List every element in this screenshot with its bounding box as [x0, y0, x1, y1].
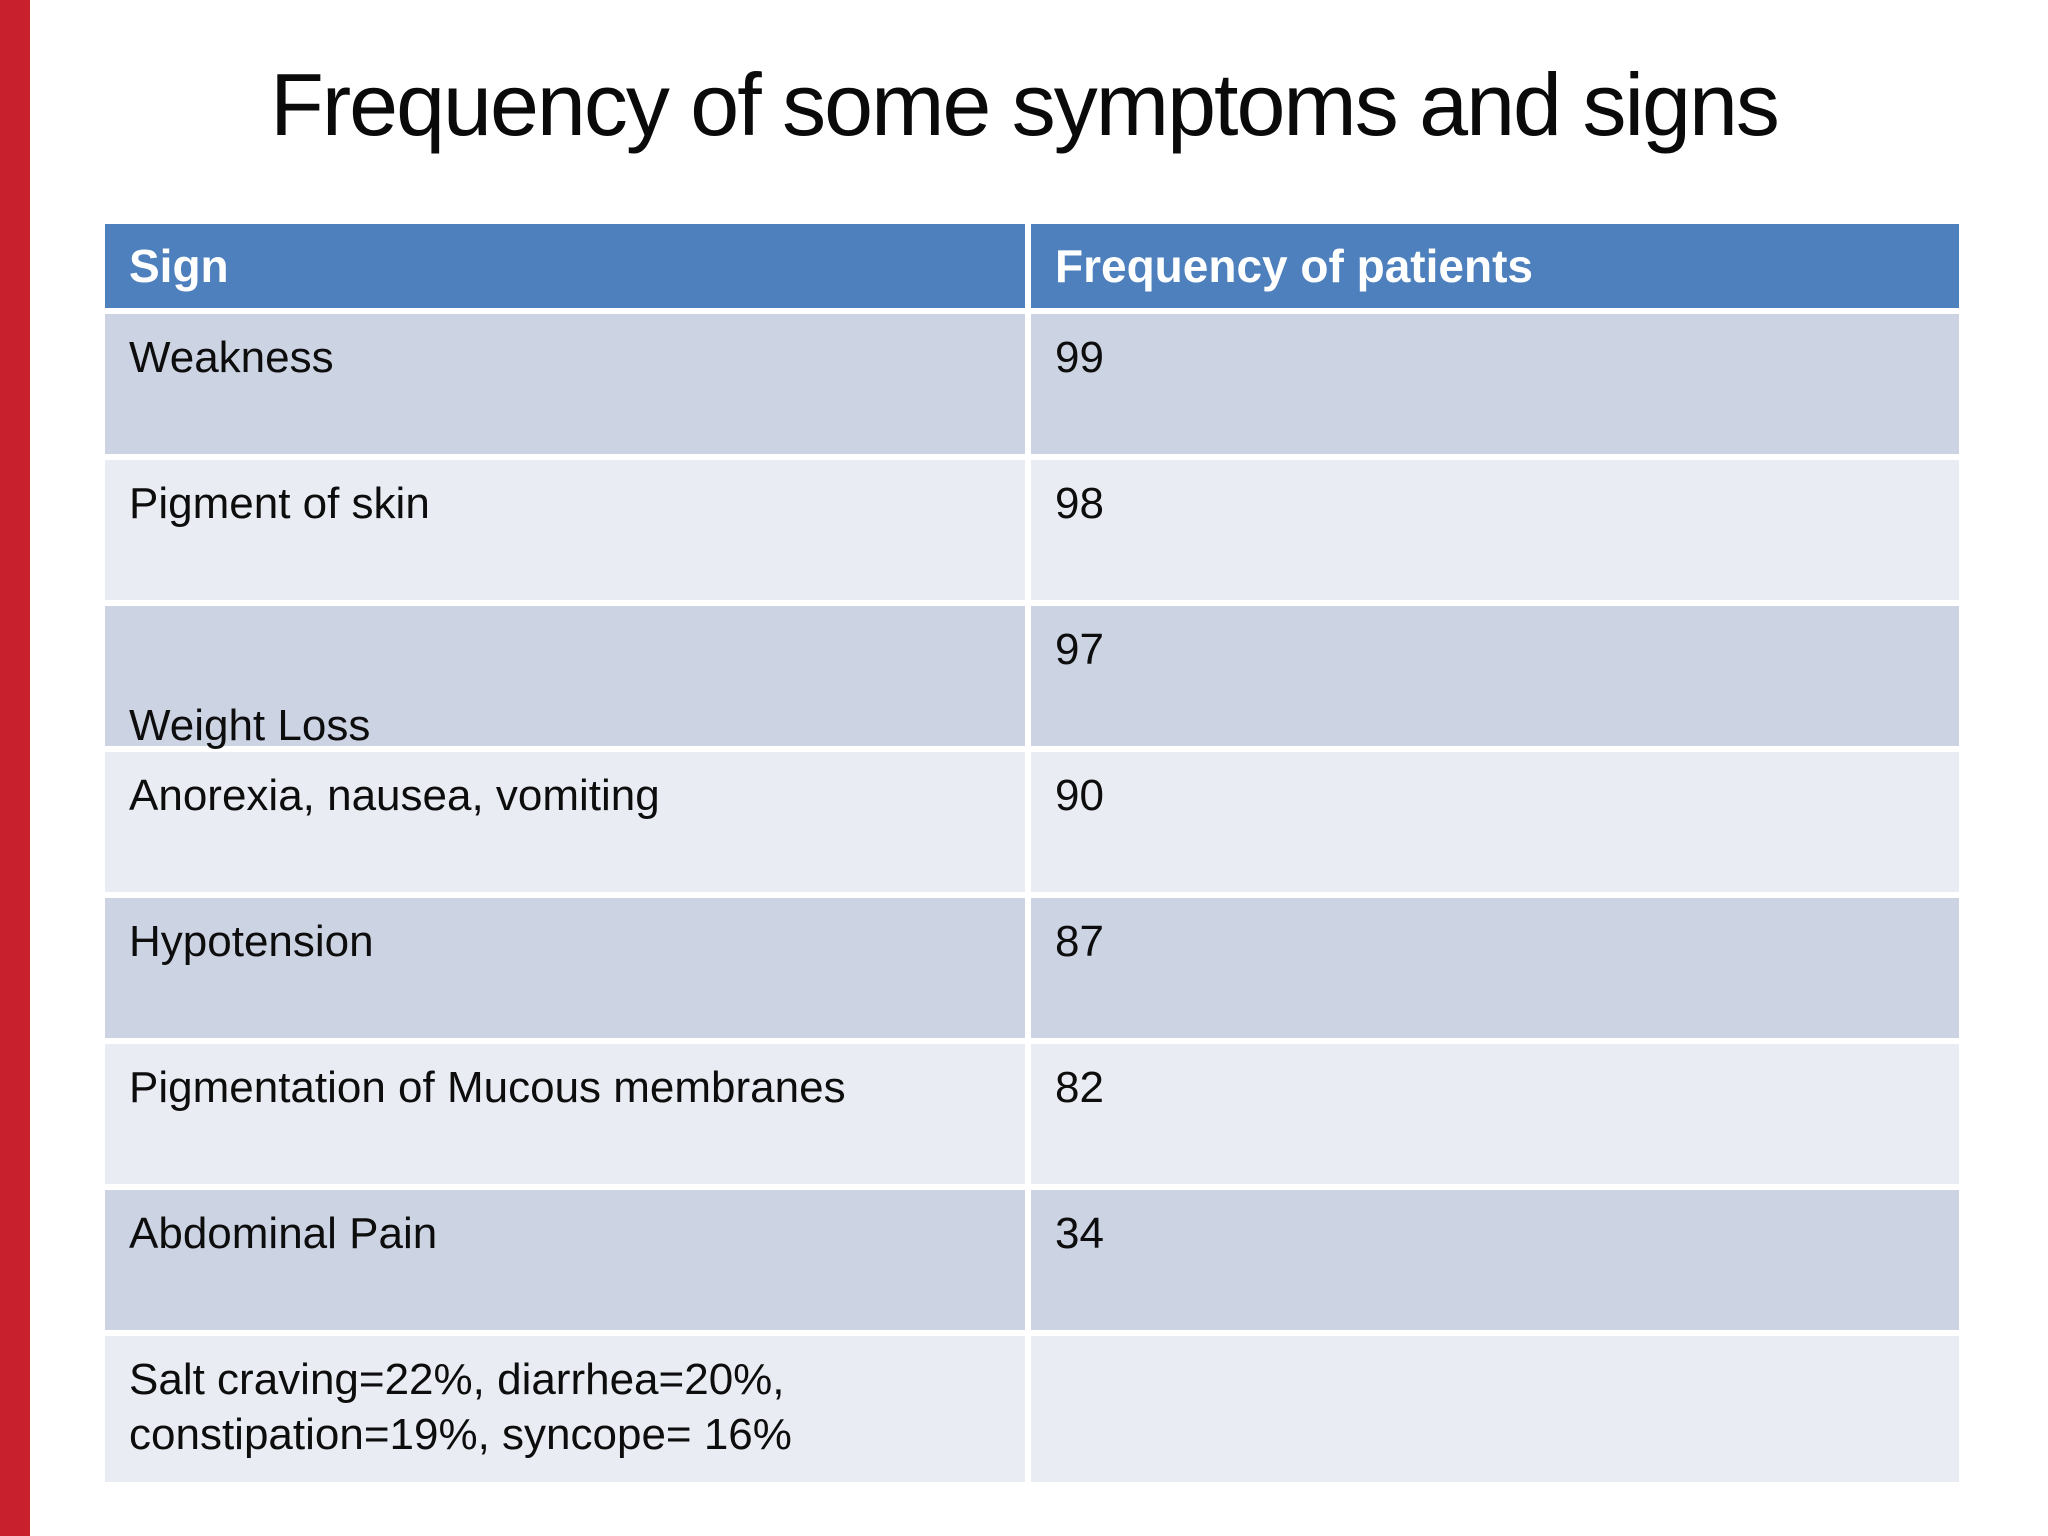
frequency-cell: 90 [1031, 752, 1959, 892]
table-row: Pigmentation of Mucous membranes 82 [105, 1044, 1959, 1184]
frequency-cell [1031, 1336, 1959, 1482]
sign-cell: Salt craving=22%, diarrhea=20%, constipa… [105, 1336, 1025, 1482]
table-row: Pigment of skin 98 [105, 460, 1959, 600]
sign-cell: Weakness [105, 314, 1025, 454]
frequency-cell: 82 [1031, 1044, 1959, 1184]
page-title: Frequency of some symptoms and signs [270, 55, 1780, 154]
frequency-cell: 97 [1031, 606, 1959, 746]
left-accent-bar [0, 0, 30, 1536]
sign-cell: Hypotension [105, 898, 1025, 1038]
table-row: Salt craving=22%, diarrhea=20%, constipa… [105, 1336, 1959, 1482]
table-row: Weakness 99 [105, 314, 1959, 454]
sign-cell: Weight Loss [105, 606, 1025, 750]
sign-cell: Abdominal Pain [105, 1190, 1025, 1330]
frequency-cell: 34 [1031, 1190, 1959, 1330]
table-row: Hypotension 87 [105, 898, 1959, 1038]
sign-cell: Anorexia, nausea, vomiting [105, 752, 1025, 892]
sign-cell: Pigment of skin [105, 460, 1025, 600]
symptoms-table: Sign Frequency of patients Weakness 99 P… [105, 224, 1959, 1482]
frequency-header-cell: Frequency of patients [1031, 224, 1959, 308]
table-row: Abdominal Pain 34 [105, 1190, 1959, 1330]
sign-cell: Pigmentation of Mucous membranes [105, 1044, 1025, 1184]
frequency-cell: 87 [1031, 898, 1959, 1038]
frequency-cell: 98 [1031, 460, 1959, 600]
table-header-row: Sign Frequency of patients [105, 224, 1959, 308]
sign-header-cell: Sign [105, 224, 1025, 308]
frequency-cell: 99 [1031, 314, 1959, 454]
table-row: Weight Loss 97 [105, 606, 1959, 750]
table-row: Anorexia, nausea, vomiting 90 [105, 752, 1959, 892]
